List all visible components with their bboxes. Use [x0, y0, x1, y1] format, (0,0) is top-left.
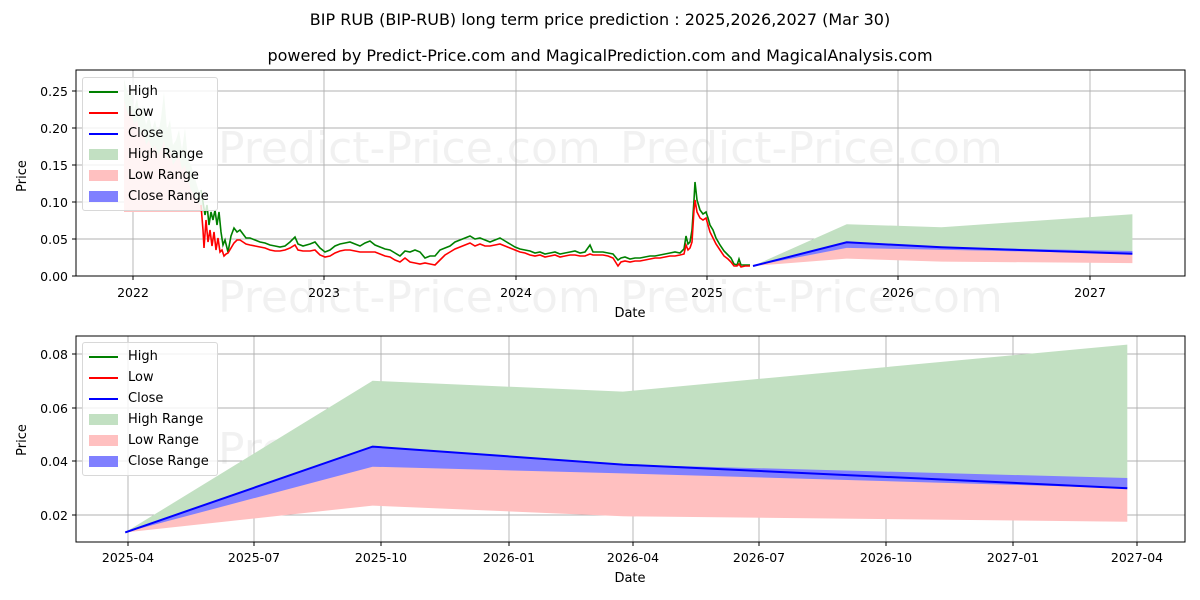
legend-item-close: Close: [89, 123, 209, 144]
svg-text:2023: 2023: [308, 285, 340, 300]
high-range-swatch-icon: [89, 414, 118, 425]
svg-text:0.04: 0.04: [40, 454, 68, 469]
low-range-swatch-icon: [89, 435, 118, 446]
legend-item-high: High: [89, 346, 209, 367]
svg-text:0.15: 0.15: [40, 158, 68, 173]
svg-text:2025-07: 2025-07: [228, 550, 280, 565]
svg-text:2022: 2022: [117, 285, 149, 300]
high-range-area: [753, 214, 1133, 266]
close-line: [752, 241, 1133, 267]
bottom-ticks: [72, 353, 1138, 546]
high-line-swatch-icon: [89, 355, 118, 358]
bottom-chart: Predict-Price.com Predict-Price.com: [15, 335, 1186, 586]
top-legend: High Low Close High Range Low Range Clos…: [82, 77, 218, 211]
svg-text:2024: 2024: [500, 285, 532, 300]
low-range-area: [753, 242, 1133, 266]
svg-text:2025: 2025: [691, 285, 723, 300]
watermark: Predict-Price.com: [620, 272, 1003, 323]
bottom-y-axis-label: Price: [15, 424, 30, 456]
top-forecast: [752, 214, 1133, 267]
top-x-tick-labels: 2022 2023 2024 2025 2026 2027: [117, 285, 1106, 300]
svg-text:0.25: 0.25: [40, 84, 68, 99]
top-ticks: [72, 90, 1091, 280]
svg-text:2026-07: 2026-07: [733, 550, 785, 565]
close-range-swatch-icon: [89, 191, 118, 202]
bottom-legend: High Low Close High Range Low Range Clos…: [82, 342, 218, 476]
legend-item-low: Low: [89, 367, 209, 388]
svg-text:0.05: 0.05: [40, 232, 68, 247]
svg-text:0.06: 0.06: [40, 401, 68, 416]
svg-text:0.08: 0.08: [40, 347, 68, 362]
legend-item-close-range: Close Range: [89, 186, 209, 207]
svg-text:0.20: 0.20: [40, 121, 68, 136]
high-range-swatch-icon: [89, 149, 118, 160]
legend-item-low: Low: [89, 102, 209, 123]
svg-text:2026: 2026: [882, 285, 914, 300]
close-line-swatch-icon: [89, 397, 118, 400]
high-line: [200, 181, 750, 267]
legend-item-low-range: Low Range: [89, 430, 209, 451]
close-line-swatch-icon: [89, 132, 118, 135]
svg-text:0.02: 0.02: [40, 508, 68, 523]
svg-text:2026-01: 2026-01: [483, 550, 535, 565]
chart-title: BIP RUB (BIP-RUB) long term price predic…: [309, 10, 891, 29]
svg-text:2027-01: 2027-01: [987, 550, 1039, 565]
svg-text:0.00: 0.00: [40, 269, 68, 284]
legend-item-close: Close: [89, 388, 209, 409]
bottom-forecast: [124, 344, 1128, 534]
svg-text:2026-10: 2026-10: [860, 550, 912, 565]
low-line-swatch-icon: [89, 376, 118, 379]
bottom-y-tick-labels: 0.02 0.04 0.06 0.08: [40, 347, 68, 523]
close-range-swatch-icon: [89, 456, 118, 467]
svg-text:2025-10: 2025-10: [355, 550, 407, 565]
top-x-axis-label: Date: [614, 306, 645, 321]
close-line: [124, 445, 1128, 534]
svg-text:2027: 2027: [1074, 285, 1106, 300]
bottom-x-tick-labels: 2025-04 2025-07 2025-10 2026-01 2026-04 …: [102, 550, 1163, 565]
watermark: Predict-Price.com: [218, 123, 601, 174]
top-y-axis-label: Price: [15, 160, 30, 192]
bottom-axes-frame: [75, 335, 1186, 543]
bottom-x-axis-label: Date: [614, 571, 645, 586]
svg-text:2027-04: 2027-04: [1111, 550, 1163, 565]
legend-item-high: High: [89, 81, 209, 102]
top-axes-frame: [75, 69, 1186, 277]
svg-text:0.10: 0.10: [40, 195, 68, 210]
legend-item-low-range: Low Range: [89, 165, 209, 186]
svg-text:2026-04: 2026-04: [607, 550, 659, 565]
chart-subtitle: powered by Predict-Price.com and Magical…: [267, 46, 933, 65]
legend-item-high-range: High Range: [89, 144, 209, 165]
svg-text:2025-04: 2025-04: [102, 550, 154, 565]
watermark: Predict-Price.com: [218, 272, 601, 323]
high-line-swatch-icon: [89, 90, 118, 93]
low-line: [200, 199, 750, 268]
watermark: Predict-Price.com: [620, 123, 1003, 174]
low-range-area: [125, 446, 1128, 533]
high-range-area: [125, 344, 1128, 533]
top-y-tick-labels: 0.00 0.05 0.10 0.15 0.20 0.25: [40, 84, 68, 284]
legend-item-high-range: High Range: [89, 409, 209, 430]
low-line-swatch-icon: [89, 111, 118, 114]
low-range-swatch-icon: [89, 170, 118, 181]
legend-item-close-range: Close Range: [89, 451, 209, 472]
